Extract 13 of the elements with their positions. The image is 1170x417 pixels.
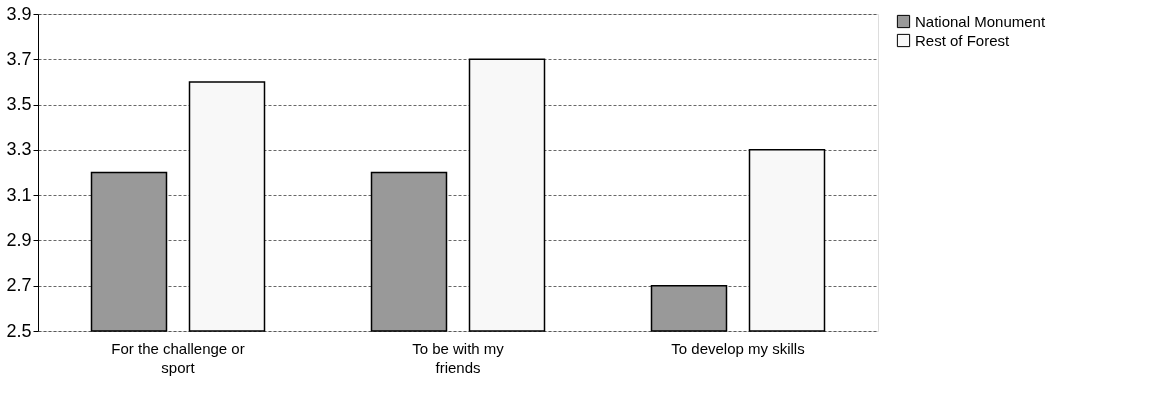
y-tick-label: 3.9: [6, 3, 32, 24]
y-tick-label: 3.1: [6, 184, 32, 205]
y-tick-label: 2.9: [6, 229, 32, 250]
x-tick-label: To develop my skills: [671, 339, 805, 357]
y-tick-label: 3.5: [6, 94, 32, 115]
y-tick-label: 3.3: [6, 139, 32, 160]
y-tick-label: 3.7: [6, 48, 32, 69]
x-tick-label: To be with my friends: [412, 339, 505, 376]
legend-label: Rest of Forest: [915, 31, 1011, 49]
y-tick-label: 2.5: [6, 320, 32, 341]
x-tick-label: For the challenge or sport: [111, 339, 245, 376]
y-tick-label: 2.7: [6, 275, 32, 296]
legend-label: National Monument: [915, 12, 1046, 30]
